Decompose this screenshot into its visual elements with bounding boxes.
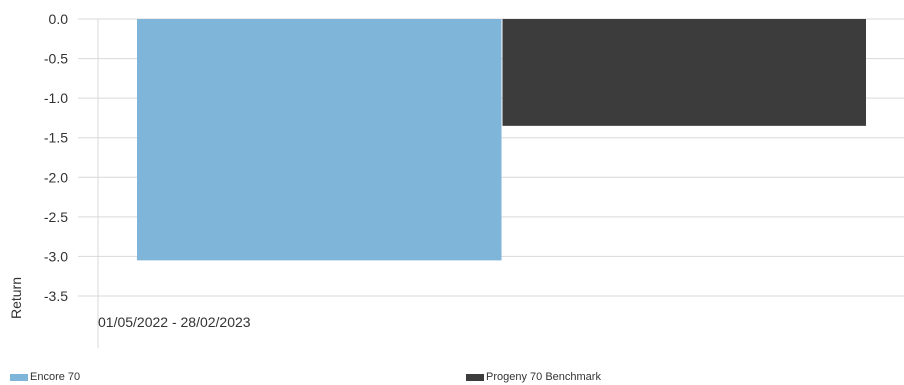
bar-encore-70 [137,19,502,261]
legend-label-encore: Encore 70 [30,371,81,383]
y-tick-label: -3.5 [44,288,68,304]
y-tick-label: -2.5 [44,209,68,225]
y-tick-label: -0.5 [44,51,68,67]
y-tick-label: -3.0 [44,248,68,264]
legend-item-benchmark: Progeny 70 Benchmark [466,371,601,383]
legend-swatch-encore [10,373,28,381]
y-axis-label: Return [8,277,24,319]
legend-label-benchmark: Progeny 70 Benchmark [486,371,601,383]
y-tick-labels: 0.0 -0.5 -1.0 -1.5 -2.0 -2.5 -3.0 -3.5 [44,11,68,304]
y-tick-label: -1.0 [44,90,68,106]
y-tick-label: -2.0 [44,169,68,185]
bar-benchmark [502,19,866,126]
legend-item-encore: Encore 70 [10,371,80,383]
y-tick-label: -1.5 [44,130,68,146]
legend-swatch-benchmark [466,373,484,381]
x-category-label: 01/05/2022 - 28/02/2023 [98,314,251,330]
bars [137,19,866,261]
y-tick-label: 0.0 [49,11,69,27]
